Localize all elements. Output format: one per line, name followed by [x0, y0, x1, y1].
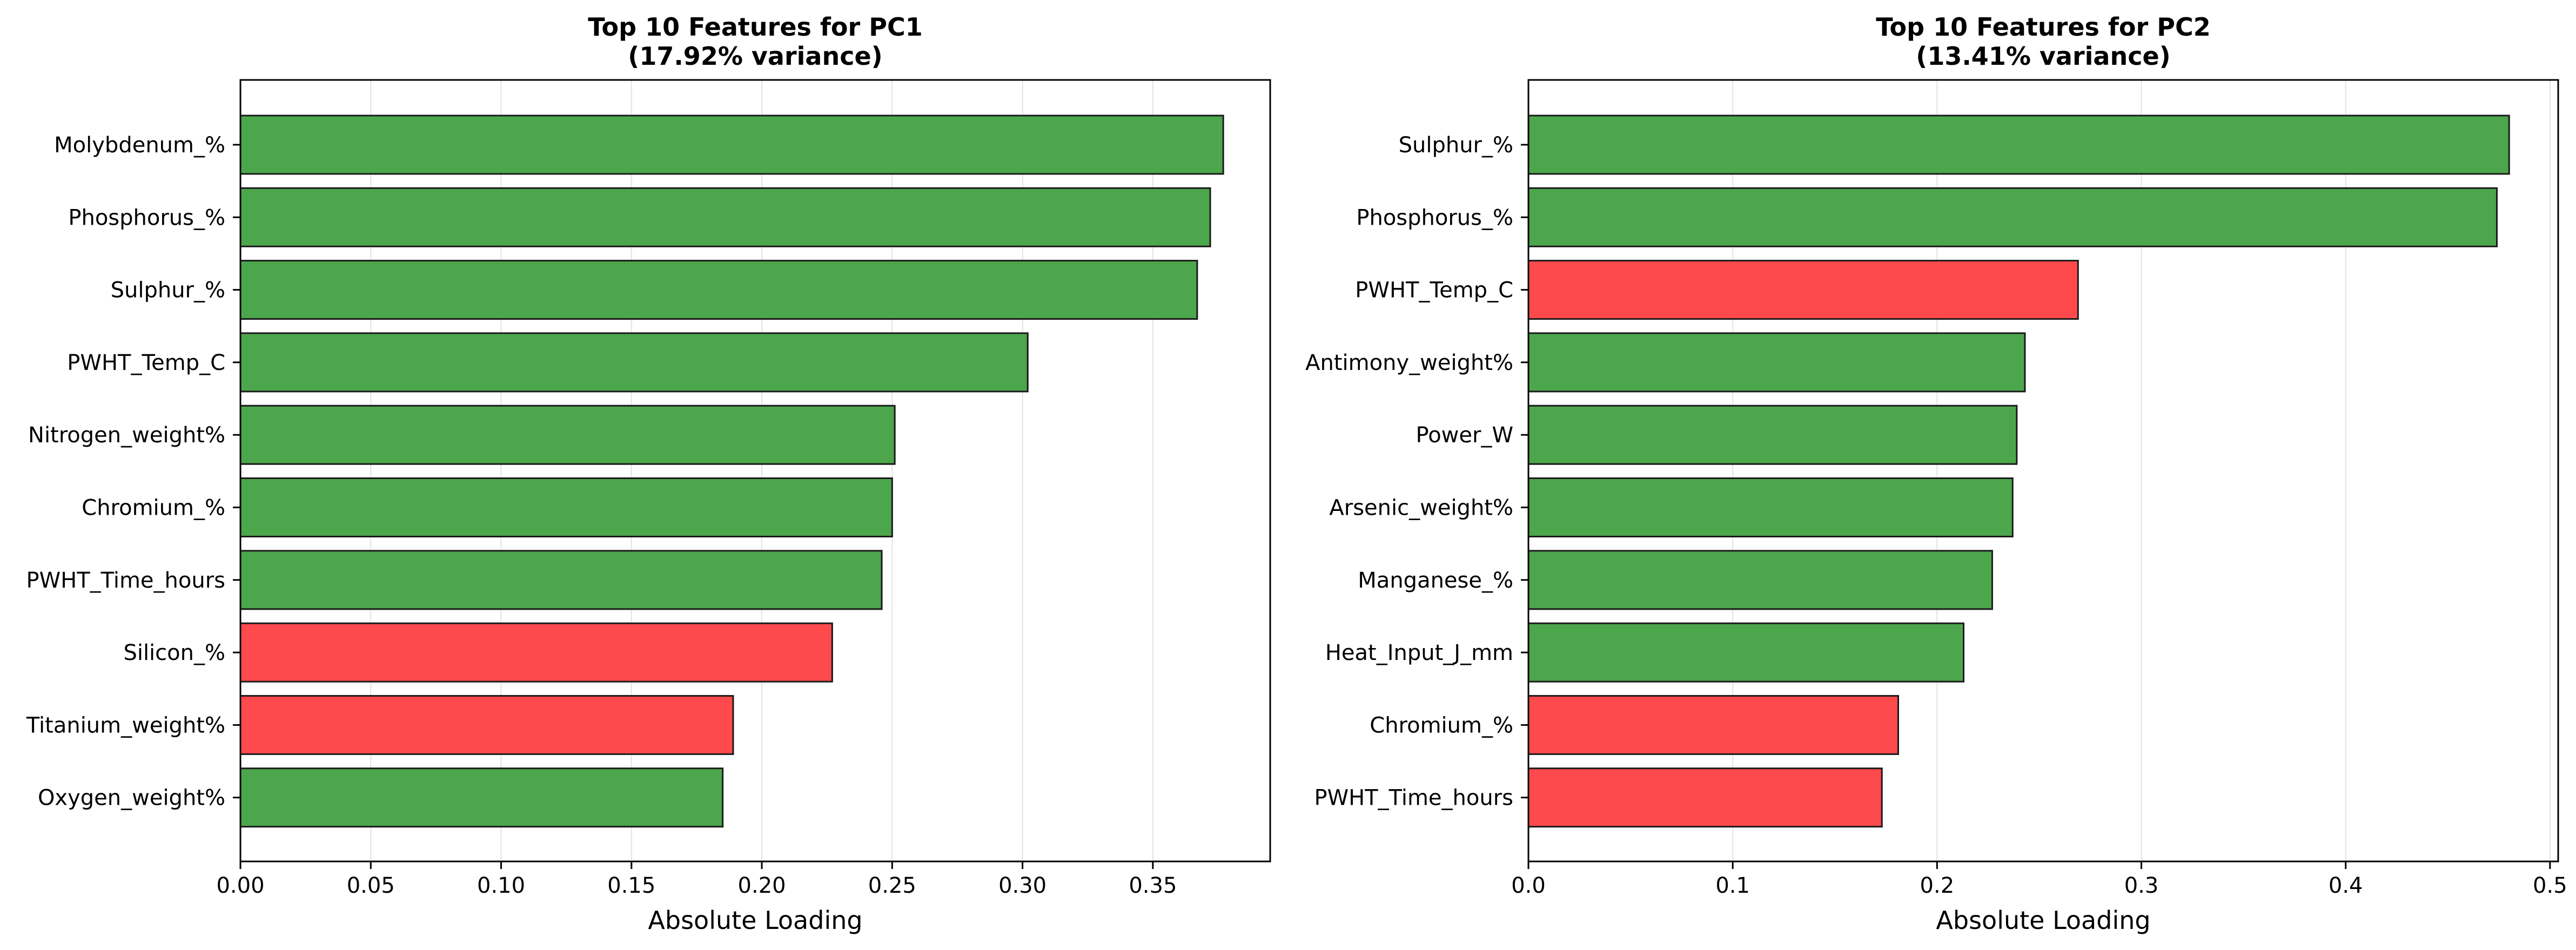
pc1-category-label: Titanium_weight%	[26, 713, 225, 738]
pc1-plot-frame	[239, 79, 1271, 863]
pc2-category-label: Antimony_weight%	[1305, 351, 1513, 375]
pc2-category-label: Power_W	[1416, 423, 1514, 448]
pc1-x-tick-label: 0.10	[477, 873, 525, 898]
pc2-category-label: Phosphorus_%	[1356, 205, 1513, 230]
pc2-bar	[1527, 695, 1899, 755]
pc1-bar	[239, 695, 734, 755]
pc2-title-line2: (13.41% variance)	[1916, 42, 2170, 71]
pc1-bar	[239, 550, 883, 610]
pc2-ticks: 0.0 0.1 0.2 0.3 0.4 0.5 Sulphur_% Phosphorus_% P…	[1305, 133, 2567, 898]
pc1-category-label: Sulphur_%	[111, 278, 225, 303]
pc2-chart: Top 10 Features for PC2 (13.41% variance…	[1305, 12, 2567, 935]
pc2-bars	[1527, 114, 2510, 828]
pc2-bar	[1527, 550, 1993, 610]
pc1-bar	[239, 767, 724, 828]
pc1-title-line2: (17.92% variance)	[628, 42, 882, 71]
pc2-bar	[1527, 477, 2014, 537]
pc2-category-label: Chromium_%	[1370, 713, 1513, 738]
pc2-x-tick-label: 0.2	[1920, 873, 1955, 898]
pc2-x-tick-label: 0.5	[2533, 873, 2567, 898]
pc1-bar	[239, 477, 893, 537]
pc2-bar	[1527, 622, 1965, 683]
pc1-bar	[239, 332, 1029, 393]
pc1-x-tick-label: 0.25	[868, 873, 916, 898]
pc1-x-tick-label: 0.05	[347, 873, 395, 898]
pc1-ticks: 0.00 0.05 0.10 0.15 0.20 0.25 0.30 0.35 Molybden…	[26, 133, 1177, 898]
pc1-category-label: Phosphorus_%	[68, 205, 225, 230]
pc1-category-label: Molybdenum_%	[54, 133, 225, 158]
pc2-x-tick-label: 0.0	[1511, 873, 1546, 898]
pc1-category-label: Silicon_%	[123, 641, 225, 665]
pc2-category-label: PWHT_Time_hours	[1314, 786, 1513, 811]
pc1-bars	[239, 114, 1224, 828]
pc1-chart: Top 10 Features for PC1 (17.92% variance…	[26, 12, 1271, 935]
pc2-x-tick-label: 0.3	[2124, 873, 2159, 898]
pc1-x-tick-label: 0.35	[1129, 873, 1177, 898]
pc2-bar	[1527, 405, 2018, 465]
pc1-category-label: PWHT_Time_hours	[26, 568, 225, 593]
pc2-x-tick-label: 0.1	[1715, 873, 1750, 898]
pc1-category-label: Oxygen_weight%	[38, 786, 225, 811]
pc1-x-tick-label: 0.20	[738, 873, 786, 898]
pc1-x-tick-label: 0.15	[607, 873, 655, 898]
pc2-category-label: Manganese_%	[1358, 568, 1513, 593]
pc2-title-line1: Top 10 Features for PC2	[1876, 12, 2210, 42]
pc1-bar	[239, 114, 1224, 175]
pc1-bar	[239, 187, 1211, 247]
pc2-x-axis-label: Absolute Loading	[1936, 906, 2150, 935]
pc2-bar	[1527, 114, 2510, 175]
pc1-category-label: PWHT_Temp_C	[67, 351, 225, 375]
pc2-bar	[1527, 332, 2026, 393]
pc1-bar	[239, 405, 896, 465]
pc2-bar	[1527, 260, 2079, 320]
pc1-category-label: Chromium_%	[82, 496, 225, 521]
pc2-x-tick-label: 0.4	[2329, 873, 2363, 898]
pc2-category-label: Arsenic_weight%	[1329, 496, 1513, 521]
pc1-x-tick-label: 0.30	[998, 873, 1046, 898]
pc1-x-tick-label: 0.00	[216, 873, 264, 898]
pc1-bar	[239, 260, 1198, 320]
pc1-title-line1: Top 10 Features for PC1	[588, 12, 922, 42]
pc2-plot-frame	[1527, 79, 2559, 863]
pc2-bar	[1527, 767, 1883, 828]
pc2-category-label: Sulphur_%	[1399, 133, 1513, 158]
pc2-bar	[1527, 187, 2498, 247]
pc2-category-label: Heat_Input_J_mm	[1325, 641, 1513, 665]
pc1-category-label: Nitrogen_weight%	[28, 423, 225, 448]
pc2-category-label: PWHT_Temp_C	[1355, 278, 1513, 303]
pc1-x-axis-label: Absolute Loading	[648, 906, 862, 935]
pc1-bar	[239, 622, 833, 683]
